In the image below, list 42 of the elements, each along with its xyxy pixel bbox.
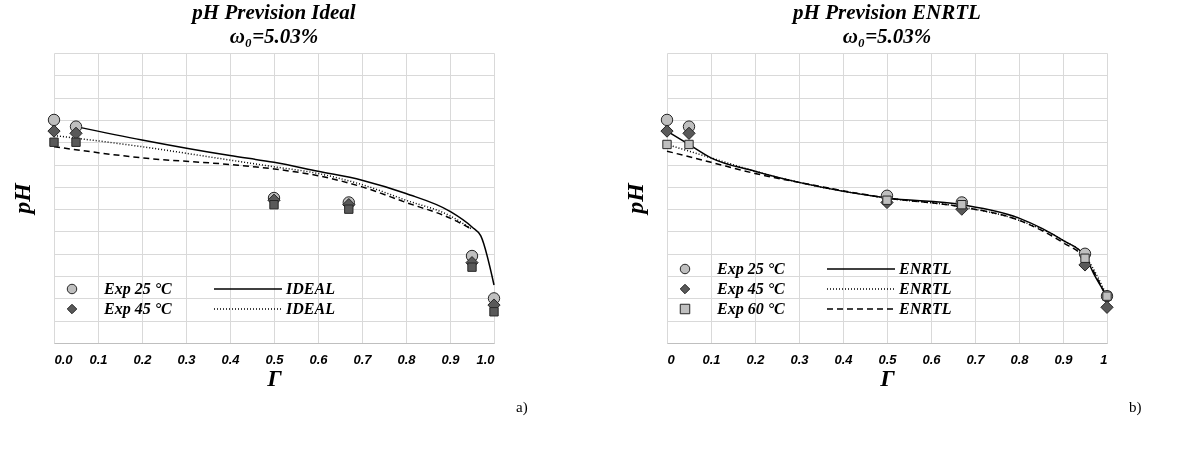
chart-title: pH Prevision Ideal [190, 0, 356, 24]
legend-label: Exp 25 °C [103, 280, 173, 298]
x-tick-label: 0.6 [922, 351, 942, 367]
x-tick-label: 0.1 [89, 351, 108, 367]
legend-label: IDEAL [285, 300, 336, 317]
x-tick-label: 0.2 [746, 351, 766, 367]
y-axis-title: pH [621, 181, 648, 216]
text: b) [1129, 399, 1142, 416]
x-tick-label: 0.5 [878, 351, 898, 367]
x-tick-label: 0.0 [54, 351, 74, 367]
x-tick-label: 0.4 [221, 351, 241, 367]
chart-title: pH Prevision ENRTL [791, 0, 981, 24]
legend-label: IDEAL [285, 280, 336, 297]
x-tick-label: 0.9 [1054, 351, 1074, 367]
x-tick-label: 0.9 [441, 351, 461, 367]
x-axis-title: Γ [879, 364, 896, 391]
x-tick-label: 0.6 [309, 351, 329, 367]
x-tick-label: 0.4 [834, 351, 854, 367]
x-tick-label: 0.1 [702, 351, 721, 367]
text: a) [516, 399, 528, 416]
legend-label: Exp 25 °C [716, 260, 786, 278]
x-tick-label: 0.7 [353, 351, 373, 367]
x-tick-label: 0.5 [265, 351, 285, 367]
x-axis-title: Γ [266, 364, 283, 391]
legend-label: Exp 45 °C [716, 280, 786, 298]
chart-subtitle: ω₀=5.03% [842, 24, 932, 48]
legend-label: ENRTL [898, 260, 952, 277]
legend-label: Exp 60 °C [716, 300, 786, 318]
chart-subtitle: ω₀=5.03% [229, 24, 319, 48]
x-tick-label: 0.2 [133, 351, 153, 367]
legend-label: ENRTL [898, 280, 952, 297]
x-tick-label: 1.0 [476, 351, 496, 367]
x-tick-label: 0.3 [177, 351, 197, 367]
x-tick-label: 0.3 [790, 351, 810, 367]
x-tick-label: 0.7 [966, 351, 986, 367]
x-tick-label: 0 [667, 351, 676, 367]
legend-label: Exp 45 °C [103, 300, 173, 318]
x-tick-label: 0.8 [397, 351, 417, 367]
x-tick-label: 1 [1100, 351, 1108, 367]
legend-label: ENRTL [898, 300, 952, 317]
y-axis-title: pH [8, 181, 35, 216]
x-tick-label: 0.8 [1010, 351, 1030, 367]
